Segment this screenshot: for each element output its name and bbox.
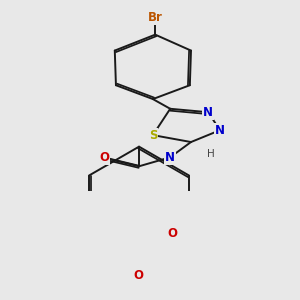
Text: N: N [203, 106, 213, 119]
Text: O: O [168, 227, 178, 240]
Text: N: N [215, 124, 225, 137]
Text: O: O [99, 152, 110, 164]
Text: O: O [133, 269, 143, 282]
Text: N: N [165, 151, 175, 164]
Text: S: S [148, 129, 157, 142]
Text: H: H [207, 149, 214, 159]
Text: Br: Br [148, 11, 163, 24]
